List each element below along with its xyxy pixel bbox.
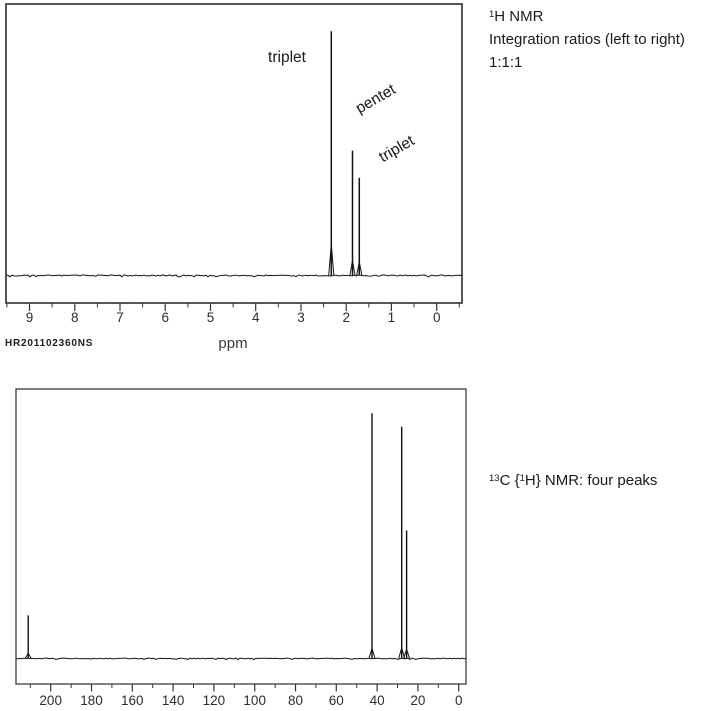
x-axis-label: ppm <box>218 335 247 352</box>
c13-nmr-spectrum-chart: 200 180 160 140 120 100 80 60 40 20 0 <box>15 388 467 708</box>
axis-tick-label: 5 <box>207 310 215 325</box>
superscript-13: 13 <box>489 473 500 484</box>
peak-label: triplet <box>376 132 418 166</box>
axis-tick-label: 80 <box>288 693 303 708</box>
superscript-1b: 1 <box>519 473 525 484</box>
axis-tick-label: 1 <box>388 310 396 325</box>
axis-tick-label: 0 <box>455 693 463 708</box>
peak-label: triplet <box>268 49 307 66</box>
h1-nmr-title-text: H NMR <box>494 8 544 25</box>
axis-tick-label: 0 <box>433 310 441 325</box>
axis-tick-label: 60 <box>329 693 344 708</box>
integration-ratios-label: Integration ratios (left to right) <box>489 31 685 48</box>
axis-tick-label: 40 <box>370 693 385 708</box>
h1-nmr-note: 1H NMR Integration ratios (left to right… <box>489 5 722 74</box>
axis-tick-label: 4 <box>252 310 260 325</box>
h1-nmr-spectrum-chart: 9 8 7 6 5 4 3 2 1 0 ppm HR201102360NS triplet pentet t… <box>5 3 463 352</box>
axis-tick-label: 20 <box>410 693 425 708</box>
axis-tick-label: 8 <box>71 310 79 325</box>
axis-tick-label: 9 <box>26 310 34 325</box>
plot-border <box>5 3 463 304</box>
axis-tick-label: 6 <box>161 310 169 325</box>
axis-tick-label: 200 <box>39 693 62 708</box>
baseline-trace <box>15 657 467 660</box>
plot-border <box>15 388 467 685</box>
axis-tick-label: 2 <box>342 310 350 325</box>
c13-nmr-note: 13C {1H} NMR: four peaks <box>489 469 722 492</box>
axis-tick-label: 180 <box>80 693 103 708</box>
h1-nmr-title: 1H NMR <box>489 5 722 28</box>
axis-tick-label: 3 <box>297 310 305 325</box>
axis-tick-label: 160 <box>121 693 144 708</box>
c13-note-seg1: C { <box>499 472 520 489</box>
axis-tick-label: 120 <box>203 693 226 708</box>
baseline-trace <box>5 274 463 278</box>
c13-note-seg2: H} NMR: four peaks <box>524 472 658 489</box>
axis-tick-label: 100 <box>243 693 266 708</box>
axis-tick-label: 140 <box>162 693 185 708</box>
axis-tick-label: 7 <box>116 310 124 325</box>
spectrum-id-code: HR201102360NS <box>5 338 93 349</box>
superscript-1: 1 <box>489 9 495 20</box>
integration-ratios-value: 1:1:1 <box>489 54 523 71</box>
peak-label: pentet <box>353 81 399 118</box>
